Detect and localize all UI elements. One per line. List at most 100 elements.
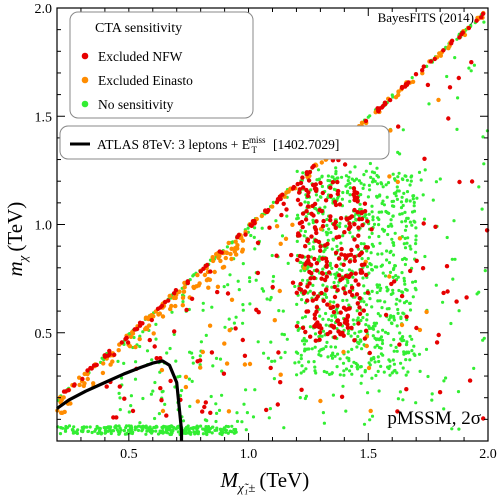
excluded-nfw-point	[281, 201, 286, 206]
excluded-nfw-point	[125, 340, 131, 345]
no-sensitivity-point	[441, 300, 445, 304]
no-sensitivity-point	[375, 173, 379, 178]
no-sensitivity-point	[226, 431, 230, 435]
no-sensitivity-point	[390, 237, 394, 241]
no-sensitivity-point	[341, 190, 345, 195]
no-sensitivity-point	[472, 63, 476, 67]
no-sensitivity-point	[373, 179, 377, 183]
excluded-nfw-point	[320, 224, 326, 229]
no-sensitivity-point	[320, 184, 324, 189]
excluded-nfw-point	[404, 387, 409, 392]
no-sensitivity-point	[322, 369, 326, 374]
no-sensitivity-point	[359, 181, 363, 185]
no-sensitivity-point	[168, 346, 172, 351]
excluded-nfw-point	[312, 256, 317, 262]
excluded-einasto-point	[180, 295, 186, 300]
no-sensitivity-point	[106, 429, 110, 433]
no-sensitivity-point	[370, 204, 374, 208]
no-sensitivity-point	[346, 279, 350, 283]
excluded-einasto-point	[223, 255, 228, 261]
watermark-label: BayesFITS (2014)	[378, 10, 474, 25]
no-sensitivity-point	[336, 352, 340, 356]
no-sensitivity-point	[245, 411, 249, 415]
excluded-einasto-point	[82, 381, 87, 386]
no-sensitivity-point	[127, 410, 131, 414]
no-sensitivity-point	[370, 376, 374, 380]
no-sensitivity-point	[341, 361, 346, 365]
excluded-nfw-point	[335, 288, 340, 293]
no-sensitivity-point	[392, 362, 396, 366]
no-sensitivity-point	[399, 316, 403, 321]
no-sensitivity-point	[323, 205, 327, 209]
excluded-nfw-point	[313, 238, 319, 243]
no-sensitivity-point	[377, 345, 381, 350]
no-sensitivity-point	[241, 303, 245, 307]
excluded-nfw-point	[88, 365, 93, 371]
y-tick-label: 1.0	[35, 219, 53, 234]
no-sensitivity-point	[302, 342, 306, 346]
excluded-nfw-point	[215, 289, 220, 295]
excluded-nfw-point	[449, 41, 454, 46]
excluded-einasto-point	[195, 399, 200, 404]
excluded-nfw-point	[408, 268, 413, 274]
excluded-nfw-point	[314, 261, 320, 266]
no-sensitivity-point	[341, 384, 345, 388]
no-sensitivity-point	[140, 429, 144, 433]
excluded-nfw-point	[467, 378, 473, 383]
no-sensitivity-point	[312, 360, 316, 364]
excluded-nfw-point	[318, 180, 323, 186]
no-sensitivity-point	[371, 327, 376, 331]
excluded-nfw-point	[233, 326, 238, 331]
excluded-nfw-point	[469, 179, 475, 184]
no-sensitivity-point	[153, 380, 157, 385]
excluded-einasto-point	[157, 311, 162, 316]
excluded-einasto-point	[169, 303, 174, 309]
no-sensitivity-point	[317, 353, 321, 357]
no-sensitivity-point	[385, 249, 389, 253]
excluded-einasto-point	[229, 246, 234, 251]
excluded-nfw-point	[149, 317, 154, 323]
excluded-nfw-point	[320, 190, 325, 196]
no-sensitivity-point	[400, 271, 404, 275]
no-sensitivity-point	[414, 234, 418, 238]
no-sensitivity-point	[397, 171, 401, 175]
no-sensitivity-point	[364, 323, 368, 327]
no-sensitivity-point	[404, 199, 408, 203]
no-sensitivity-point	[375, 166, 379, 170]
no-sensitivity-point	[190, 379, 194, 383]
no-sensitivity-point	[423, 254, 427, 259]
no-sensitivity-point	[348, 186, 352, 190]
excluded-nfw-point	[300, 211, 306, 216]
no-sensitivity-point	[165, 351, 169, 355]
no-sensitivity-point	[302, 336, 306, 341]
points-layer	[55, 10, 490, 437]
excluded-einasto-point	[229, 297, 235, 302]
no-sensitivity-point	[375, 283, 379, 287]
no-sensitivity-point	[391, 267, 396, 272]
excluded-nfw-point	[445, 289, 450, 294]
no-sensitivity-point	[296, 321, 300, 325]
no-sensitivity-point	[414, 238, 418, 242]
excluded-einasto-point	[387, 174, 392, 179]
no-sensitivity-point	[331, 175, 335, 179]
no-sensitivity-point	[214, 419, 218, 424]
no-sensitivity-point	[107, 426, 111, 430]
no-sensitivity-point	[330, 314, 334, 318]
no-sensitivity-point	[393, 231, 397, 235]
no-sensitivity-point	[319, 348, 323, 352]
no-sensitivity-point	[145, 429, 149, 433]
no-sensitivity-point	[332, 187, 336, 191]
no-sensitivity-point	[371, 177, 375, 181]
no-sensitivity-point	[452, 219, 456, 223]
no-sensitivity-point	[405, 216, 409, 220]
no-sensitivity-point	[138, 334, 142, 338]
excluded-nfw-point	[360, 223, 365, 228]
no-sensitivity-point	[402, 276, 406, 280]
excluded-nfw-point	[263, 208, 268, 213]
no-sensitivity-point	[450, 257, 454, 261]
no-sensitivity-point	[311, 245, 315, 249]
no-sensitivity-point	[403, 246, 408, 250]
no-sensitivity-point	[414, 226, 418, 230]
excluded-einasto-point	[364, 343, 369, 349]
no-sensitivity-point	[424, 347, 429, 351]
